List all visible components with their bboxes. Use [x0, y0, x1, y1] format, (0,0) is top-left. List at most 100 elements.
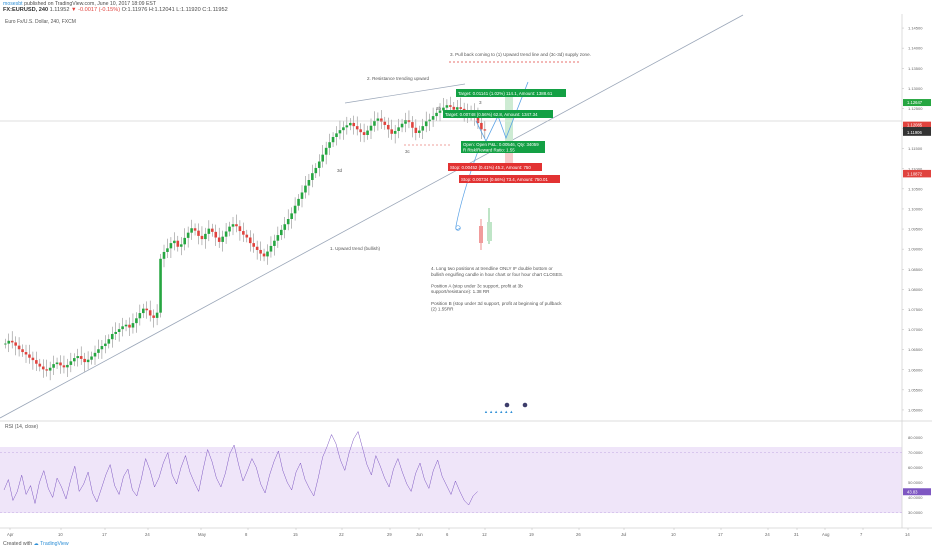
- candle-body: [266, 251, 269, 257]
- candle-body: [211, 228, 214, 232]
- price-tag-label: 1.10872: [907, 171, 923, 176]
- candle-body: [83, 358, 86, 363]
- label-3b: 3b: [436, 106, 442, 111]
- candle-body: [317, 161, 321, 168]
- time-tick-label: 14: [905, 532, 910, 537]
- candle-body: [238, 226, 242, 232]
- candle-body: [366, 130, 369, 135]
- candle-body: [338, 130, 342, 134]
- open-box: [461, 141, 545, 153]
- candle-body: [7, 340, 11, 344]
- candle-body: [59, 362, 62, 366]
- note-4-line: bullish engulfing candle in hour chart o…: [431, 272, 563, 277]
- candle-body: [73, 358, 76, 362]
- candle-body: [331, 136, 335, 143]
- rsi-title[interactable]: RSI (14, close): [5, 424, 39, 430]
- author-link[interactable]: mosesbt: [3, 1, 23, 7]
- change-text: ▼ -0.0017 (-0.15%): [71, 7, 121, 13]
- target2-box: [443, 110, 553, 118]
- price-tag-label: 1.12085: [907, 123, 923, 128]
- price-tick-label: 1.09500: [908, 227, 923, 232]
- candle-body: [321, 154, 324, 162]
- candle-body: [204, 233, 207, 240]
- price-axis[interactable]: 1.14500 1.14000 1.13500 1.13000 1.12500 1.120…: [902, 26, 923, 413]
- candlestick-series: [4, 96, 487, 381]
- price-tick-label: 1.11500: [908, 146, 923, 151]
- candle-body: [345, 125, 349, 128]
- candle-body: [404, 120, 407, 124]
- event-icons[interactable]: ▲ ▲ ▲ ▲ ▲ ▲: [484, 402, 528, 414]
- candle-body: [386, 124, 390, 130]
- candle-body: [45, 369, 48, 371]
- candle-body: [390, 129, 393, 134]
- rsi-tick-label: 70.0000: [908, 450, 923, 455]
- candle-body: [311, 173, 314, 181]
- target1-box: [456, 89, 566, 97]
- candle-body: [142, 308, 145, 314]
- time-axis[interactable]: Apr 10 17 24 May 8 15 22 29 Jun 6 12 19 26 Jul 10 17 24 31…: [7, 528, 910, 537]
- time-tick-label: 24: [765, 532, 770, 537]
- time-tick-label: 24: [145, 532, 150, 537]
- candle-body: [28, 354, 31, 358]
- candle-body: [62, 365, 66, 368]
- candle-body: [438, 110, 442, 113]
- position-loss-zone: [505, 141, 513, 171]
- position-boxes[interactable]: Target: 0.01141 (1.02%) 114.1, Amount: 1…: [443, 89, 566, 183]
- candle-body: [421, 126, 425, 131]
- price-tick-label: 1.12500: [908, 106, 923, 111]
- price-tick-label: 1.08500: [908, 267, 923, 272]
- annotations: 1. Upward trend (bullish) 2. Resistance …: [330, 52, 591, 312]
- candle-body: [179, 244, 183, 247]
- candle-body: [355, 126, 359, 130]
- label-3d: 3d: [337, 168, 343, 173]
- candle-body: [66, 364, 69, 368]
- time-tick-label: 10: [58, 532, 63, 537]
- candle-body: [97, 349, 100, 353]
- candle-body: [286, 219, 290, 225]
- rsi-tick-label: 50.0000: [908, 480, 923, 485]
- tradingview-logo-icon[interactable]: ☁: [33, 541, 39, 547]
- candle-body: [245, 234, 249, 238]
- candle-body: [369, 125, 373, 131]
- rsi-tick-label: 60.0000: [908, 465, 923, 470]
- time-tick-label: Apr: [7, 532, 14, 537]
- candle-body: [280, 229, 283, 236]
- price-tick-label: 1.07500: [908, 307, 923, 312]
- stop2-text: Stop: 0.00734 (0.66%) 73.4, Amount: 750.…: [461, 177, 548, 182]
- brand-text[interactable]: TradingView: [40, 541, 69, 547]
- symbol-name[interactable]: FX:EURUSD, 240: [3, 7, 49, 13]
- candle-body: [217, 237, 221, 242]
- stop2-box: [459, 175, 560, 183]
- candle-body: [38, 363, 42, 367]
- candle-body: [52, 364, 55, 368]
- candle-body: [138, 313, 142, 319]
- series-title[interactable]: Euro Fx/U.S. Dollar, 240, FXCM: [5, 19, 76, 25]
- rsi-axis[interactable]: 80.0000 70.0000 60.0000 50.0000 40.0000 30.00…: [0, 435, 931, 515]
- candle-body: [283, 224, 287, 230]
- rsi-value-label: 43.83: [907, 489, 918, 494]
- time-tick-label: 6: [446, 532, 449, 537]
- candle-body: [452, 106, 456, 110]
- trend-line-upward: [0, 14, 744, 419]
- price-tick-label: 1.09000: [908, 247, 923, 252]
- candle-body: [352, 122, 356, 127]
- candle-body: [393, 130, 397, 134]
- price-tag: [903, 99, 931, 107]
- candle-body: [228, 226, 231, 232]
- candle-body: [221, 236, 224, 242]
- candle-body: [376, 118, 380, 121]
- price-tick-label: 1.05500: [908, 387, 923, 392]
- candle-body: [380, 118, 383, 122]
- candle-body: [304, 185, 307, 193]
- rsi-band: [0, 447, 902, 513]
- published-text: published on TradingView.com, June 10, 2…: [24, 1, 157, 7]
- price-tick-label: 1.10500: [908, 186, 923, 191]
- candle-body: [86, 359, 90, 363]
- candle-body: [107, 339, 111, 344]
- time-tick-label: 17: [102, 532, 107, 537]
- candle-body: [400, 123, 404, 128]
- candle-body: [166, 248, 169, 252]
- price-tick-label: 1.07000: [908, 327, 923, 332]
- note-4-line: 4. Long two positions at trendline ONLY …: [431, 266, 553, 271]
